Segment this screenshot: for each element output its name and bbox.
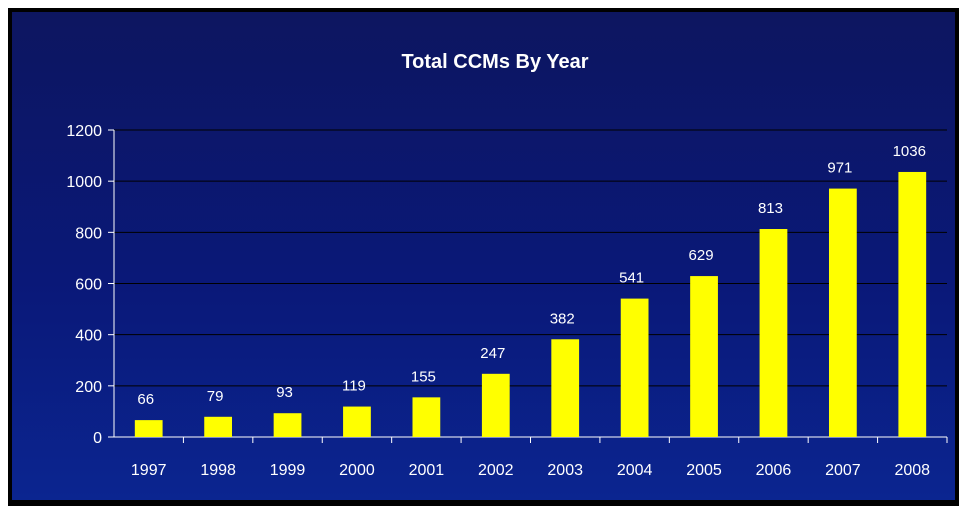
- axes: [108, 129, 948, 443]
- data-label-1998: 79: [207, 388, 224, 405]
- x-tick-label-2001: 2001: [409, 462, 445, 479]
- data-label-2000: 119: [342, 378, 366, 395]
- x-tick-label-2008: 2008: [894, 462, 930, 479]
- gridlines: [114, 129, 947, 387]
- y-tick-label: 200: [75, 379, 102, 396]
- data-label-2004: 541: [619, 270, 644, 287]
- data-label-2002: 247: [480, 345, 505, 362]
- bar-1999: [273, 413, 302, 437]
- y-tick-labels: 0 200 400 600 800 1000 1200: [66, 123, 102, 447]
- x-tick-label-2005: 2005: [686, 462, 722, 479]
- bar-2001: [412, 397, 441, 437]
- bars: [134, 171, 927, 437]
- bar-1997: [134, 420, 163, 437]
- data-label-1999: 93: [276, 384, 293, 401]
- data-label-2007: 971: [827, 160, 852, 177]
- bar-2004: [620, 298, 649, 437]
- bar-2008: [898, 171, 927, 437]
- x-tick-label-2002: 2002: [478, 462, 514, 479]
- chart-frame: Total CCMs By Year 66 79 93 119 155 247 382 541…: [8, 8, 959, 506]
- x-tick-label-2000: 2000: [339, 462, 375, 479]
- x-tick-labels: 1997 1998 1999 2000 2001 2002 2003 2004 2005 2006…: [131, 462, 930, 479]
- x-tick-label-1999: 1999: [270, 462, 306, 479]
- bar-chart: Total CCMs By Year 66 79 93 119 155 247 382 541…: [66, 51, 948, 479]
- y-tick-label: 600: [75, 277, 102, 294]
- x-tick-label-2004: 2004: [617, 462, 653, 479]
- data-label-2001: 155: [411, 368, 436, 385]
- chart-title: Total CCMs By Year: [401, 51, 588, 73]
- x-tick-label-1998: 1998: [200, 462, 236, 479]
- y-tick-label: 0: [93, 430, 102, 447]
- y-tick-label: 400: [75, 328, 102, 345]
- data-label-2008: 1036: [893, 143, 926, 160]
- bar-2005: [690, 276, 718, 437]
- bar-1998: [204, 416, 233, 437]
- chart-panel: Total CCMs By Year 66 79 93 119 155 247 382 541…: [12, 12, 955, 500]
- y-tick-label: 1200: [66, 123, 102, 140]
- x-tick-label-2007: 2007: [825, 462, 861, 479]
- x-tick-label-2003: 2003: [547, 462, 583, 479]
- bar-2000: [343, 406, 371, 437]
- bar-2006: [759, 229, 788, 437]
- y-tick-label: 1000: [66, 174, 102, 191]
- data-label-2003: 382: [550, 310, 575, 327]
- y-tick-label: 800: [75, 225, 102, 242]
- x-tick-label-1997: 1997: [131, 462, 167, 479]
- data-label-2005: 629: [689, 247, 714, 264]
- data-label-1997: 66: [137, 391, 154, 408]
- data-labels: 66 79 93 119 155 247 382 541 629 813 971 1036: [137, 143, 926, 408]
- bar-2007: [828, 188, 857, 437]
- bar-2002: [481, 373, 510, 437]
- bar-2003: [551, 339, 580, 437]
- x-tick-label-2006: 2006: [756, 462, 792, 479]
- data-label-2006: 813: [758, 200, 783, 217]
